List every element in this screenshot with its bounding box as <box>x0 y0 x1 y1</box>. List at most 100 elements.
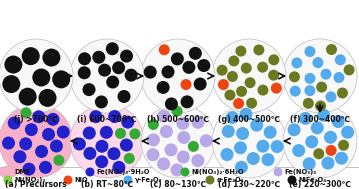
Ellipse shape <box>236 86 247 97</box>
Ellipse shape <box>112 61 125 74</box>
Ellipse shape <box>20 107 32 118</box>
Ellipse shape <box>25 123 38 136</box>
Ellipse shape <box>218 79 229 90</box>
Ellipse shape <box>191 154 204 167</box>
Ellipse shape <box>0 39 73 113</box>
Ellipse shape <box>274 167 283 177</box>
Ellipse shape <box>332 115 345 128</box>
Ellipse shape <box>303 98 314 109</box>
Ellipse shape <box>247 152 260 165</box>
Ellipse shape <box>241 63 252 74</box>
Ellipse shape <box>83 126 96 139</box>
Ellipse shape <box>288 176 297 184</box>
Ellipse shape <box>19 137 32 150</box>
Ellipse shape <box>283 39 357 113</box>
Ellipse shape <box>181 95 194 108</box>
Ellipse shape <box>70 39 144 113</box>
Ellipse shape <box>32 110 45 123</box>
Ellipse shape <box>165 98 178 110</box>
Ellipse shape <box>176 117 189 130</box>
Ellipse shape <box>171 52 184 65</box>
Ellipse shape <box>304 73 316 84</box>
Ellipse shape <box>239 108 252 121</box>
Ellipse shape <box>2 136 15 149</box>
Ellipse shape <box>124 153 135 164</box>
Ellipse shape <box>197 59 210 72</box>
Ellipse shape <box>246 98 257 109</box>
Ellipse shape <box>271 83 282 94</box>
Ellipse shape <box>13 150 27 163</box>
Ellipse shape <box>52 70 70 88</box>
Ellipse shape <box>289 71 300 82</box>
Text: (a) Precursors: (a) Precursors <box>5 180 67 189</box>
Ellipse shape <box>141 39 215 113</box>
Ellipse shape <box>288 123 300 136</box>
Text: Fe(NO₃)₃: Fe(NO₃)₃ <box>284 169 317 175</box>
Text: (b) RT~80℃: (b) RT~80℃ <box>81 180 133 189</box>
Ellipse shape <box>92 51 105 64</box>
Ellipse shape <box>120 139 133 152</box>
Ellipse shape <box>64 176 73 184</box>
Ellipse shape <box>4 56 22 74</box>
Ellipse shape <box>303 157 316 170</box>
Ellipse shape <box>335 152 348 165</box>
Ellipse shape <box>220 148 233 161</box>
Ellipse shape <box>321 156 335 170</box>
Ellipse shape <box>226 111 239 124</box>
Ellipse shape <box>341 126 354 139</box>
Text: NiO: NiO <box>75 177 88 183</box>
Ellipse shape <box>324 131 337 144</box>
Ellipse shape <box>0 166 17 178</box>
Text: (i) 600~700℃: (i) 600~700℃ <box>77 115 137 124</box>
Ellipse shape <box>112 161 125 174</box>
Ellipse shape <box>235 161 248 174</box>
Ellipse shape <box>2 75 20 93</box>
Ellipse shape <box>146 148 159 161</box>
Ellipse shape <box>344 64 355 75</box>
Ellipse shape <box>100 126 113 139</box>
Ellipse shape <box>236 46 246 57</box>
Ellipse shape <box>8 116 21 129</box>
Ellipse shape <box>95 140 108 153</box>
Ellipse shape <box>89 110 102 123</box>
Ellipse shape <box>326 145 337 156</box>
Text: (h) 500~600℃: (h) 500~600℃ <box>147 115 209 124</box>
Ellipse shape <box>261 153 275 166</box>
Text: NiFe₂O₄: NiFe₂O₄ <box>298 177 327 183</box>
Ellipse shape <box>189 47 202 60</box>
Text: DMF: DMF <box>14 169 31 175</box>
Text: (j) >700℃: (j) >700℃ <box>14 115 58 124</box>
Ellipse shape <box>19 88 37 106</box>
Ellipse shape <box>159 44 170 55</box>
Ellipse shape <box>83 147 97 160</box>
Ellipse shape <box>95 155 108 168</box>
Ellipse shape <box>147 133 160 146</box>
Ellipse shape <box>271 140 284 153</box>
Ellipse shape <box>78 52 91 65</box>
Ellipse shape <box>313 148 324 159</box>
Ellipse shape <box>172 106 183 117</box>
Ellipse shape <box>107 147 120 160</box>
Ellipse shape <box>233 98 244 109</box>
Ellipse shape <box>216 65 228 76</box>
Ellipse shape <box>316 82 327 93</box>
Ellipse shape <box>53 155 64 166</box>
Ellipse shape <box>181 79 191 90</box>
Ellipse shape <box>162 65 174 78</box>
Ellipse shape <box>83 83 95 96</box>
Ellipse shape <box>317 109 330 122</box>
Ellipse shape <box>73 137 86 150</box>
Ellipse shape <box>250 119 263 132</box>
Ellipse shape <box>182 61 195 74</box>
Ellipse shape <box>70 104 144 178</box>
Ellipse shape <box>42 128 55 141</box>
Ellipse shape <box>326 44 337 55</box>
Ellipse shape <box>188 141 199 152</box>
Ellipse shape <box>164 143 177 156</box>
Ellipse shape <box>157 110 170 122</box>
Ellipse shape <box>39 161 52 174</box>
Ellipse shape <box>299 112 312 125</box>
Ellipse shape <box>42 49 60 67</box>
Ellipse shape <box>212 39 286 113</box>
Ellipse shape <box>106 42 119 55</box>
